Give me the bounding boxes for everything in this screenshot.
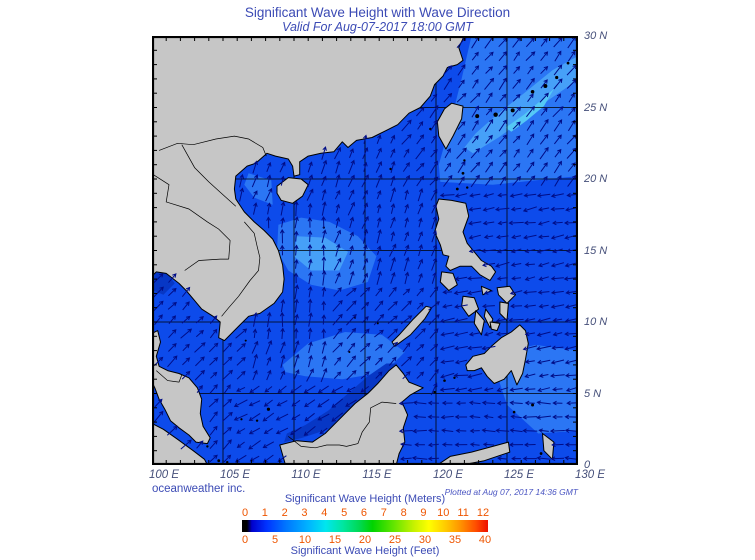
meters-tick-6: 6 [360,507,368,519]
feet-tick-15: 15 [328,534,342,546]
lat-label-20: 20 N [584,173,608,185]
lat-label-5: 5 N [584,387,602,400]
feet-tick-40: 40 [478,534,492,546]
lon-label-130: 130 E [574,469,606,481]
lon-label-110: 110 E [291,469,321,481]
meters-tick-1: 1 [261,507,268,519]
lon-label-120: 120 E [432,469,464,481]
lat-label-25: 25 N [584,101,608,114]
meters-tick-5: 5 [341,507,348,519]
plotted-timestamp: Plotted at Aug 07, 2017 14:36 GMT [444,487,578,497]
wave-arrows [153,35,579,463]
page-title: Significant Wave Height with Wave Direct… [244,5,511,20]
map-svg [151,35,579,466]
lon-label-115: 115 E [362,469,392,481]
lon-label-105: 105 E [219,469,251,481]
meters-tick-3: 3 [301,507,308,519]
lon-label-100: 100 E [148,469,180,481]
feet-tick-10: 10 [298,534,312,546]
map-canvas [151,35,579,466]
meters-tick-2: 2 [281,507,288,519]
lat-label-10: 10 N [584,316,608,328]
lat-label-0: 0 [584,459,591,471]
meters-tick-11: 11 [457,507,469,519]
lat-label-30: 30 N [584,30,608,42]
legend-colorbar [242,520,488,532]
feet-tick-5: 5 [271,534,279,546]
meters-tick-7: 7 [380,507,387,519]
lon-label-125: 125 E [503,469,535,481]
lat-label-15: 15 N [584,244,608,257]
map-frame [151,35,579,466]
meters-tick-10: 10 [437,507,450,519]
legend-title-feet: Significant Wave Height (Feet) [290,545,440,557]
feet-tick-0: 0 [241,534,249,546]
meters-tick-9: 9 [420,507,427,519]
legend-title-meters: Significant Wave Height (Meters) [284,493,446,505]
meters-tick-8: 8 [400,507,407,519]
credit-text: oceanweather inc. [152,483,246,495]
feet-tick-30: 30 [418,534,432,546]
meters-tick-0: 0 [241,507,249,519]
valid-time-subtitle: Valid For Aug-07-2017 18:00 GMT [282,20,473,34]
meters-tick-4: 4 [321,507,328,519]
feet-tick-35: 35 [448,534,462,546]
feet-tick-20: 20 [358,534,372,546]
meters-tick-12: 12 [476,507,490,519]
feet-tick-25: 25 [388,534,402,546]
